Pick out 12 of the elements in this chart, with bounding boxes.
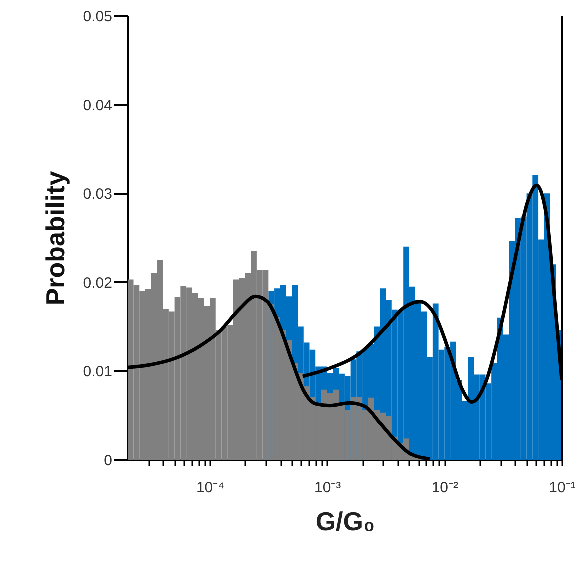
y-tick-label: 0.01 xyxy=(83,364,112,381)
y-tick-label: 0.03 xyxy=(83,186,112,204)
y-tick-label: 0 xyxy=(104,452,112,470)
x-tick-label: 10⁻¹ xyxy=(549,480,576,496)
y-tick-label: 0.02 xyxy=(83,274,112,292)
x-tick-label: 10⁻³ xyxy=(314,480,342,496)
y-tick-label: 0.04 xyxy=(83,97,112,114)
y-tick-label: 0.05 xyxy=(83,8,112,26)
x-tick-label: 10⁻² xyxy=(432,480,459,496)
y-axis-title: Probability xyxy=(40,170,70,306)
x-axis-title: G/G₀ xyxy=(316,506,376,536)
x-tick-label: 10⁻⁴ xyxy=(196,480,225,496)
